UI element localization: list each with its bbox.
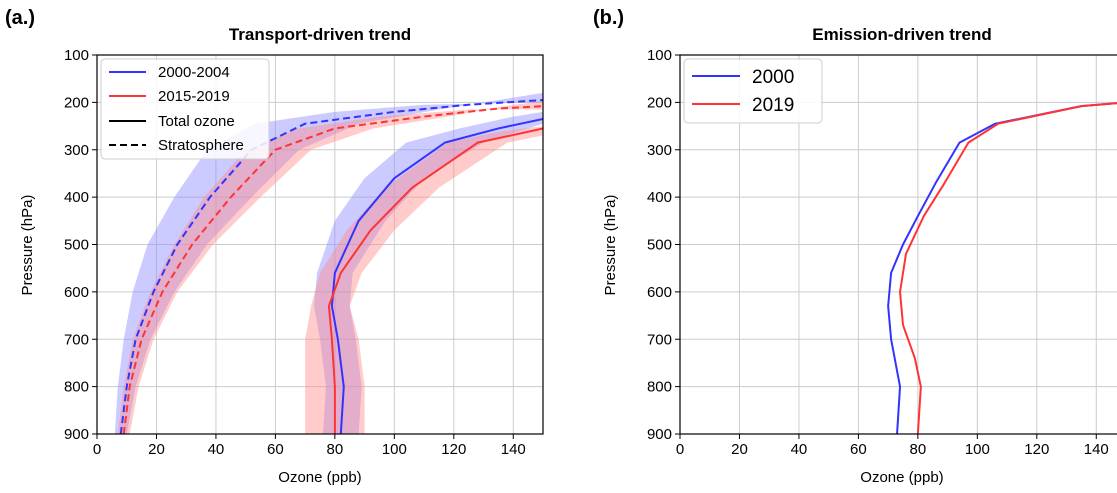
legend-label-2019: 2019 — [752, 95, 794, 116]
panel-a-x-tick-label-120: 120 — [441, 441, 466, 458]
panel-b-series-line-1 — [899, 102, 1117, 434]
panel-b-x-tick-label-100: 100 — [965, 441, 990, 458]
panel-a-x-tick-label-80: 80 — [327, 441, 344, 458]
panel-b-y-tick-label-100: 100 — [647, 47, 672, 64]
panel-b-x-tick-label-40: 40 — [791, 441, 808, 458]
panel-b-y-ticks: 100 200 300 400 500 600 700 800 900 — [647, 47, 680, 443]
panel-b-x-tick-label-20: 20 — [731, 441, 748, 458]
panel-a-x-ticks: 0 20 40 60 80 100 120 140 — [93, 434, 526, 458]
panel-a-y-tick-label-700: 700 — [64, 331, 89, 348]
panel-a-x-tick-label-100: 100 — [382, 441, 407, 458]
panel-a-label: (a.) — [5, 7, 35, 29]
panel-a: (a.) Transport-driven trend 0 20 40 60 80 100… — [5, 7, 544, 486]
panel-a-bands — [114, 92, 543, 434]
panel-b-x-tick-label-60: 60 — [850, 441, 867, 458]
panel-a-legend: 2000-2004 2015-2019 Total ozone Stratosp… — [100, 58, 270, 160]
panel-b-series-line-0 — [887, 102, 1117, 434]
panel-b-title: Emission-driven trend — [812, 25, 991, 44]
panel-b-y-tick-label-600: 600 — [647, 284, 672, 301]
panel-b-x-tick-label-140: 140 — [1084, 441, 1109, 458]
panel-a-y-tick-label-300: 300 — [64, 142, 89, 159]
panel-a-y-tick-label-100: 100 — [64, 47, 89, 64]
panel-b-y-tick-label-900: 900 — [647, 426, 672, 443]
panel-b-x-axis-label: Ozone (ppb) — [860, 469, 943, 486]
panel-a-x-tick-label-20: 20 — [148, 441, 165, 458]
panel-b-y-axis-label: Pressure (hPa) — [602, 195, 619, 296]
panel-b-lines — [887, 102, 1117, 434]
panel-a-legend-box — [100, 58, 270, 160]
panel-a-band-1 — [117, 101, 543, 434]
legend-label-2000: 2000 — [752, 67, 794, 88]
panel-b-y-tick-label-300: 300 — [647, 142, 672, 159]
panel-a-x-tick-label-140: 140 — [501, 441, 526, 458]
panel-b-x-tick-label-0: 0 — [676, 441, 684, 458]
legend-label-2000-2004: 2000-2004 — [158, 64, 230, 81]
panel-a-y-tick-label-500: 500 — [64, 237, 89, 254]
panel-a-band-0 — [114, 92, 543, 434]
panel-a-band-2 — [314, 111, 543, 434]
panel-b-label: (b.) — [593, 7, 624, 29]
panel-a-x-tick-label-0: 0 — [93, 441, 101, 458]
panel-b-x-tick-label-120: 120 — [1024, 441, 1049, 458]
legend-label-stratosphere: Stratosphere — [158, 137, 244, 154]
panel-a-x-tick-label-60: 60 — [267, 441, 284, 458]
panel-a-series-line-1 — [122, 105, 543, 434]
panel-b-legend: 2000 2019 — [683, 58, 823, 124]
panel-a-y-tick-label-600: 600 — [64, 284, 89, 301]
panel-a-y-tick-label-800: 800 — [64, 379, 89, 396]
panel-b-x-tick-label-80: 80 — [910, 441, 927, 458]
panel-b-y-tick-label-800: 800 — [647, 379, 672, 396]
panel-b-y-tick-label-200: 200 — [647, 94, 672, 111]
panel-a-x-tick-label-40: 40 — [208, 441, 225, 458]
panel-b-y-tick-label-400: 400 — [647, 189, 672, 206]
panel-b: (b.) Emission-driven trend 0 20 40 60 80 100 1… — [593, 7, 1117, 486]
panel-a-series-line-3 — [327, 127, 543, 434]
panel-a-series-line-2 — [330, 117, 543, 434]
panel-a-title: Transport-driven trend — [229, 25, 411, 44]
panel-a-y-axis-label: Pressure (hPa) — [19, 195, 36, 296]
panel-a-x-axis-label: Ozone (ppb) — [278, 469, 361, 486]
panel-a-y-tick-label-200: 200 — [64, 94, 89, 111]
legend-label-2015-2019: 2015-2019 — [158, 88, 230, 105]
panel-a-lines — [119, 99, 543, 434]
panel-a-band-3 — [305, 126, 543, 434]
panel-a-y-ticks: 100 200 300 400 500 600 700 800 900 — [64, 47, 97, 443]
legend-label-total-ozone: Total ozone — [158, 113, 235, 130]
panel-a-series-line-0 — [119, 99, 543, 434]
panel-a-y-tick-label-400: 400 — [64, 189, 89, 206]
panel-b-x-ticks: 0 20 40 60 80 100 120 140 — [676, 434, 1109, 458]
panel-a-y-tick-label-900: 900 — [64, 426, 89, 443]
panel-b-y-tick-label-500: 500 — [647, 237, 672, 254]
panel-b-y-tick-label-700: 700 — [647, 331, 672, 348]
